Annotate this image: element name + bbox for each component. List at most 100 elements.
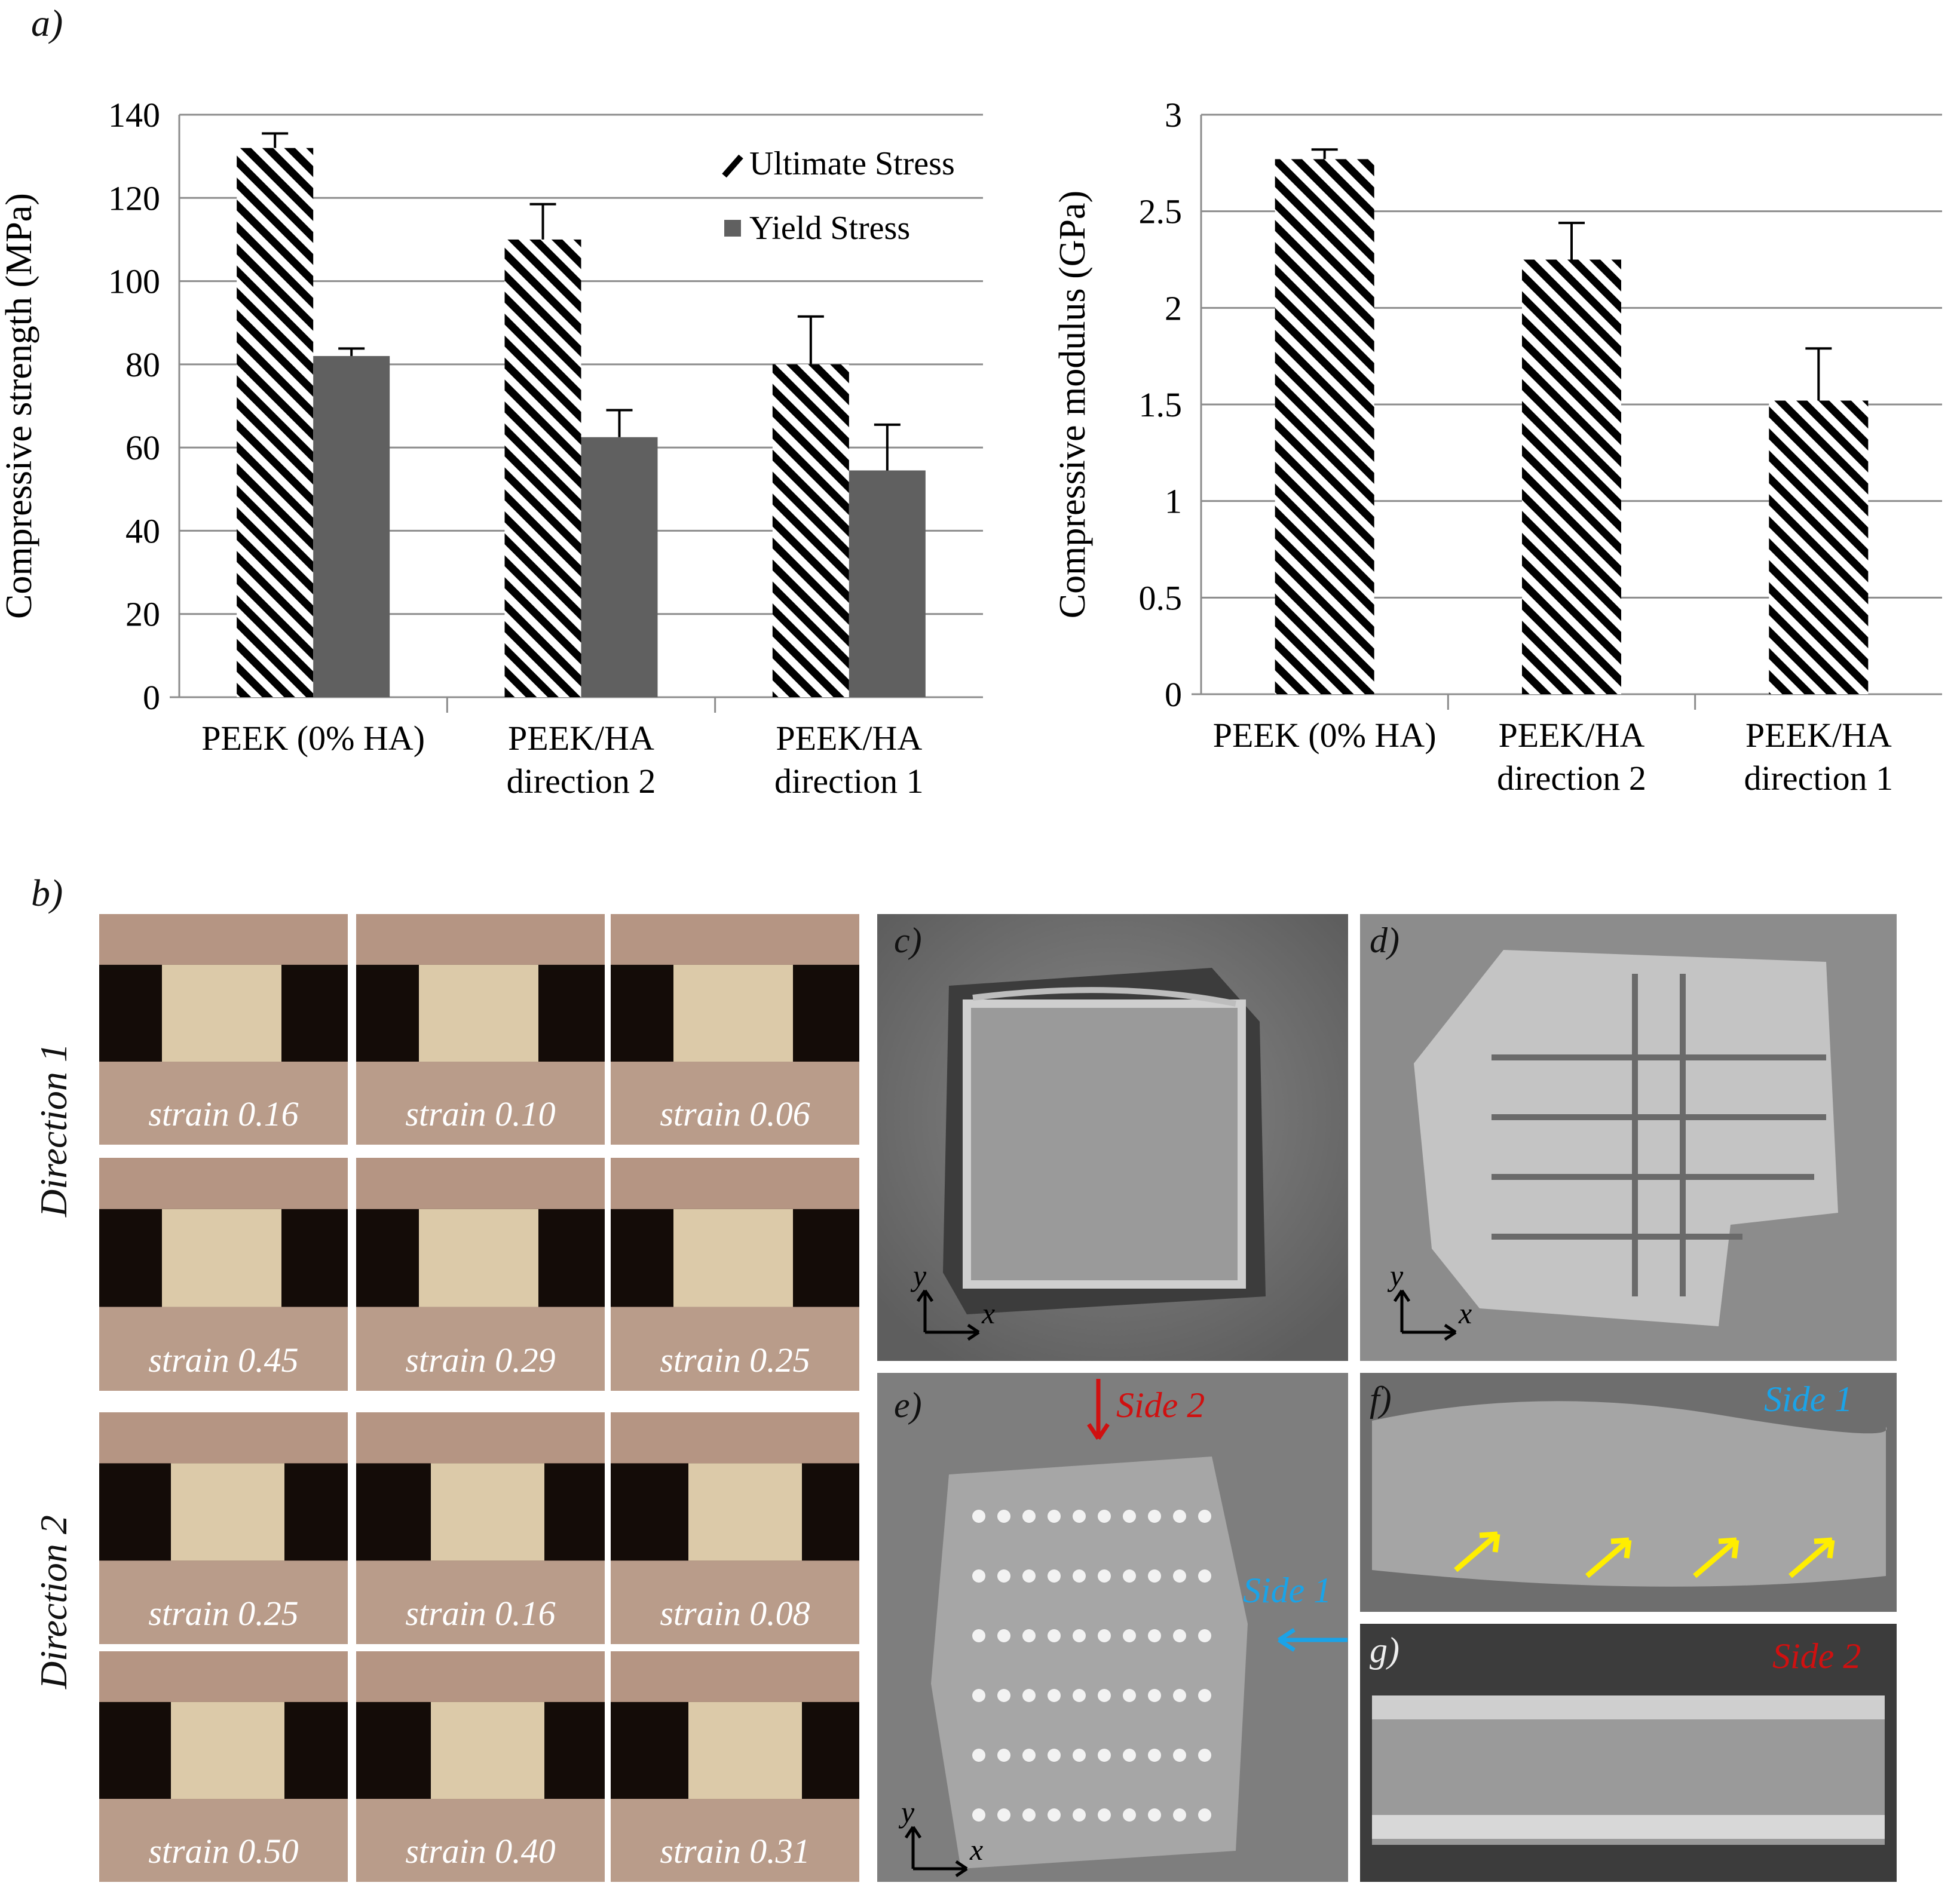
- y-tick-label: 1.5: [1139, 385, 1183, 424]
- sem-pore: [1173, 1689, 1186, 1702]
- strain-label: strain 0.08: [660, 1594, 810, 1633]
- panel-label-a: a): [31, 2, 63, 44]
- bar: [849, 470, 926, 697]
- sem-pore: [1098, 1629, 1111, 1642]
- y-tick-label: 1: [1165, 482, 1182, 521]
- side-1-label-e: Side 1: [1243, 1571, 1332, 1610]
- y-tick-label: 20: [125, 595, 160, 634]
- sem-pore: [997, 1808, 1010, 1822]
- sem-pore: [1123, 1749, 1136, 1762]
- legend-label: Ultimate Stress: [749, 145, 955, 182]
- sem-pore: [1048, 1629, 1061, 1642]
- y-axis-title: Compressive modulus (GPa): [1052, 191, 1093, 618]
- sem-pore: [1073, 1749, 1086, 1762]
- panel-label-b: b): [31, 872, 63, 914]
- sem-panel-f: f) Side 1: [1360, 1373, 1897, 1612]
- axis-x-e: x: [969, 1833, 983, 1866]
- bar: [581, 437, 658, 697]
- sem-image-f: [1360, 1373, 1897, 1612]
- bar: [1522, 259, 1621, 694]
- y-tick-label: 80: [125, 345, 160, 384]
- sem-pore: [1173, 1569, 1186, 1583]
- sem-pore: [1198, 1689, 1211, 1702]
- axes-indicator-c: y x: [901, 1249, 1021, 1347]
- sem-pore: [1148, 1689, 1161, 1702]
- strain-photo: strain 0.10: [356, 914, 605, 1145]
- sem-pore: [997, 1689, 1010, 1702]
- sem-pore: [1048, 1510, 1061, 1523]
- axis-y-e: y: [898, 1795, 915, 1829]
- sem-pore: [997, 1510, 1010, 1523]
- sem-pore: [1198, 1629, 1211, 1642]
- bar: [313, 355, 390, 697]
- x-tick-label: direction 1: [1744, 759, 1894, 798]
- strain-label: strain 0.45: [148, 1341, 299, 1379]
- y-tick-label: 0: [1165, 675, 1182, 714]
- sem-pore: [1073, 1808, 1086, 1822]
- x-tick-label: PEEK/HA: [776, 719, 922, 758]
- strain-photo: strain 0.50: [99, 1651, 348, 1882]
- strain-photo: strain 0.29: [356, 1158, 605, 1391]
- x-tick-label: PEEK (0% HA): [201, 719, 425, 758]
- bar: [237, 148, 314, 697]
- direction-1-label: Direction 1: [32, 1043, 75, 1217]
- y-tick-label: 0.5: [1139, 578, 1183, 617]
- sem-pore: [972, 1808, 985, 1822]
- sem-pore: [1073, 1569, 1086, 1583]
- y-axis-title: Compressive strength (MPa): [0, 193, 39, 619]
- sem-pore: [1048, 1689, 1061, 1702]
- sem-pore: [1098, 1569, 1111, 1583]
- sem-pore: [972, 1629, 985, 1642]
- strain-photo: strain 0.40: [356, 1651, 605, 1882]
- sem-pore: [1173, 1629, 1186, 1642]
- sem-label-e: e): [894, 1385, 922, 1425]
- bar: [1769, 400, 1869, 694]
- side-2-label-e: Side 2: [1116, 1385, 1205, 1425]
- bar: [772, 364, 849, 697]
- sem-label-d: d): [1370, 921, 1399, 960]
- sem-pore: [1148, 1569, 1161, 1583]
- sem-pore: [1048, 1569, 1061, 1583]
- sem-pore: [1198, 1510, 1211, 1523]
- sem-label-c: c): [894, 921, 922, 960]
- y-tick-label: 3: [1165, 96, 1182, 134]
- sem-pore: [1123, 1569, 1136, 1583]
- sem-image-c: [877, 914, 1348, 1361]
- sem-pore: [1173, 1808, 1186, 1822]
- strain-photo: strain 0.25: [99, 1412, 348, 1644]
- compressive-modulus-chart: 0 0.5 1 1.5 2 2.5 3 Compressive modulus (GPa) PE…: [1052, 96, 1942, 798]
- sem-pore: [1173, 1749, 1186, 1762]
- legend-swatch: [722, 154, 743, 178]
- strain-label: strain 0.10: [405, 1094, 556, 1133]
- strain-label: strain 0.31: [660, 1832, 810, 1871]
- sem-pore: [1148, 1808, 1161, 1822]
- y-tick-label: 2.5: [1139, 192, 1183, 231]
- x-tick-label: direction 2: [507, 762, 656, 801]
- sem-pore: [1048, 1808, 1061, 1822]
- sem-pore: [1073, 1510, 1086, 1523]
- sem-pore: [1198, 1569, 1211, 1583]
- axis-x-c: x: [981, 1296, 995, 1330]
- x-tick-label: direction 1: [774, 762, 924, 801]
- sem-image-d: [1360, 914, 1897, 1361]
- direction-2-label: Direction 2: [32, 1515, 75, 1689]
- bar: [1275, 159, 1374, 694]
- x-tick-label: PEEK/HA: [508, 719, 654, 758]
- sem-pore: [1022, 1808, 1036, 1822]
- y-tick-label: 120: [108, 179, 160, 217]
- strain-label: strain 0.50: [148, 1832, 299, 1871]
- sem-pore: [972, 1689, 985, 1702]
- sem-panel-c: c) y x: [877, 914, 1348, 1361]
- strain-label: strain 0.16: [405, 1594, 556, 1633]
- strain-photo: strain 0.31: [611, 1651, 859, 1882]
- side-2-label-g: Side 2: [1772, 1636, 1861, 1676]
- strain-label: strain 0.25: [660, 1341, 810, 1379]
- sem-image-g: [1360, 1624, 1897, 1882]
- sem-panel-g: g) Side 2: [1360, 1624, 1897, 1882]
- strain-photo: strain 0.45: [99, 1158, 348, 1391]
- side-1-arrow-icon: [1273, 1625, 1350, 1658]
- sem-pore: [1048, 1749, 1061, 1762]
- x-tick-label: direction 2: [1497, 759, 1646, 798]
- sem-pore: [1198, 1749, 1211, 1762]
- side-2-arrow-icon: [1086, 1379, 1110, 1454]
